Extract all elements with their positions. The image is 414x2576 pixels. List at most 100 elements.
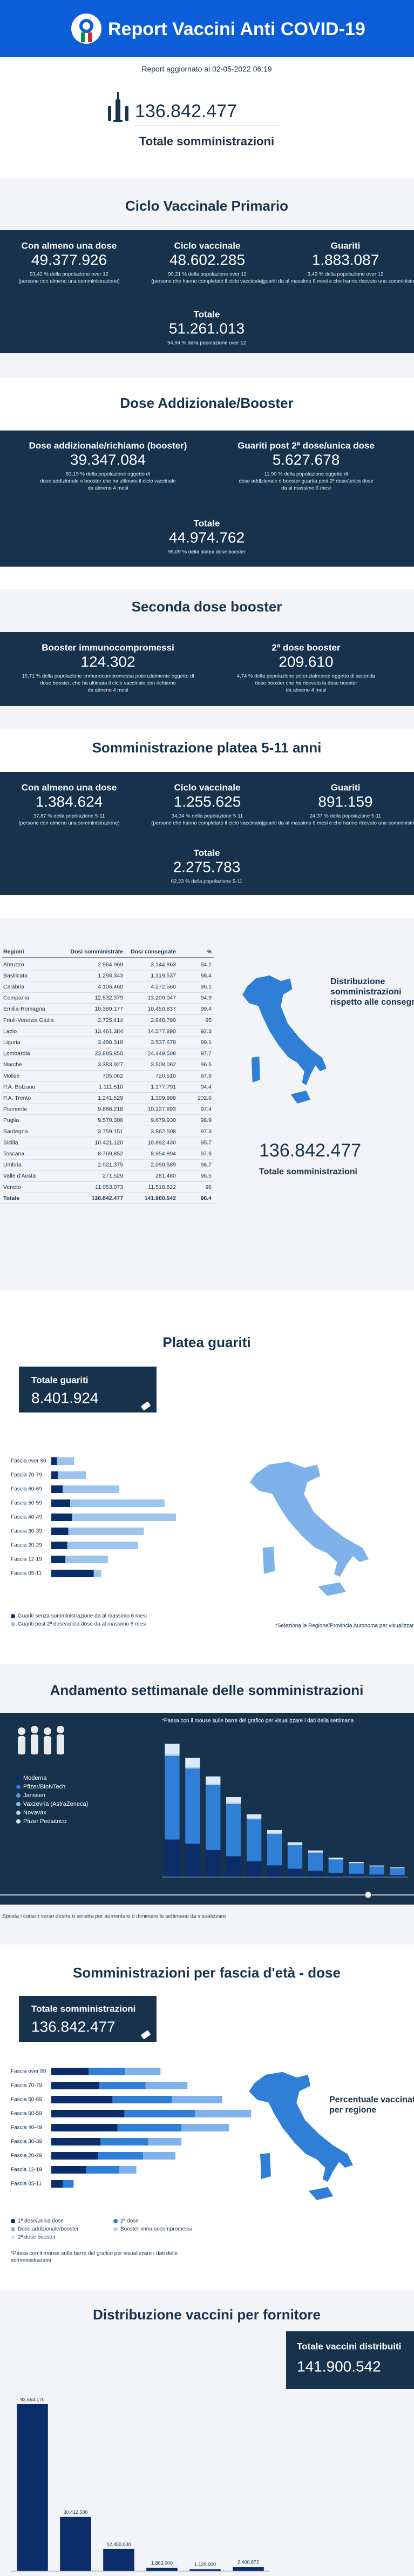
bar-segment[interactable] bbox=[165, 1744, 180, 1754]
bar-segment[interactable] bbox=[98, 2152, 144, 2160]
bar-segment[interactable] bbox=[172, 2096, 222, 2103]
bar-segment[interactable] bbox=[89, 2068, 126, 2075]
bar-segment[interactable] bbox=[226, 1856, 241, 1877]
bar-segment[interactable] bbox=[100, 2138, 148, 2145]
bar-segment[interactable] bbox=[125, 2068, 160, 2075]
bar-segment[interactable] bbox=[51, 2124, 118, 2131]
bar-segment[interactable] bbox=[206, 1785, 221, 1850]
bar-segment[interactable] bbox=[206, 1776, 221, 1784]
bar-segment[interactable] bbox=[117, 2124, 181, 2131]
bar-segment[interactable] bbox=[185, 1844, 200, 1877]
bar-segment[interactable] bbox=[226, 1802, 241, 1804]
bar-segment[interactable] bbox=[124, 2110, 195, 2117]
bar-segment[interactable] bbox=[328, 1873, 343, 1877]
bar-segment[interactable] bbox=[58, 1471, 86, 1479]
bar-segment[interactable] bbox=[51, 1514, 72, 1521]
bar-segment[interactable] bbox=[206, 1784, 221, 1785]
bar-segment[interactable] bbox=[51, 1485, 63, 1493]
bar-segment[interactable] bbox=[349, 1861, 364, 1863]
bar-segment[interactable] bbox=[112, 2096, 172, 2103]
bar-segment[interactable] bbox=[246, 1818, 262, 1820]
week-slider-handle[interactable] bbox=[364, 1891, 372, 1899]
bar-segment[interactable] bbox=[165, 1756, 180, 1840]
bar-segment[interactable] bbox=[267, 1833, 282, 1834]
bar-segment[interactable] bbox=[57, 1457, 74, 1465]
bar-segment[interactable] bbox=[349, 1863, 364, 1874]
bar-segment[interactable] bbox=[328, 1858, 343, 1859]
bar[interactable] bbox=[17, 2404, 48, 2571]
bar[interactable] bbox=[146, 2567, 178, 2571]
bar-segment[interactable] bbox=[185, 1758, 200, 1767]
bar-segment[interactable] bbox=[267, 1834, 282, 1866]
bar-segment[interactable] bbox=[99, 2082, 146, 2089]
bar-segment[interactable] bbox=[51, 1542, 67, 1549]
bar[interactable] bbox=[103, 2548, 134, 2571]
bar-segment[interactable] bbox=[390, 1875, 405, 1877]
bar-segment[interactable] bbox=[67, 1542, 138, 1549]
bar-segment[interactable] bbox=[65, 1556, 108, 1563]
bar-segment[interactable] bbox=[51, 2096, 113, 2103]
bar-segment[interactable] bbox=[86, 2166, 119, 2174]
bar-segment[interactable] bbox=[160, 2068, 162, 2075]
bar-segment[interactable] bbox=[51, 1471, 58, 1479]
bar-segment[interactable] bbox=[206, 1849, 221, 1877]
bar[interactable] bbox=[233, 2567, 264, 2571]
italy-map[interactable] bbox=[249, 1461, 370, 1597]
bar-segment[interactable] bbox=[51, 2068, 89, 2075]
bar-segment[interactable] bbox=[369, 1865, 384, 1867]
bar-segment[interactable] bbox=[308, 1871, 323, 1877]
bar-segment[interactable] bbox=[267, 1865, 282, 1877]
bar-segment[interactable] bbox=[93, 1570, 101, 1577]
bar-segment[interactable] bbox=[369, 1874, 384, 1877]
bar-segment[interactable] bbox=[185, 1767, 200, 1768]
bar-segment[interactable] bbox=[267, 1830, 282, 1834]
bar-segment[interactable] bbox=[148, 2138, 181, 2145]
bar-segment[interactable] bbox=[287, 1868, 303, 1877]
bar-segment[interactable] bbox=[51, 1556, 66, 1563]
bar-segment[interactable] bbox=[328, 1859, 343, 1873]
bar-segment[interactable] bbox=[369, 1866, 384, 1875]
bar-segment[interactable] bbox=[51, 2152, 98, 2160]
reset-icon[interactable] bbox=[141, 1401, 151, 1410]
bar-segment[interactable] bbox=[226, 1797, 241, 1803]
bar-segment[interactable] bbox=[195, 2110, 252, 2117]
bar-segment[interactable] bbox=[51, 2110, 125, 2117]
bar-segment[interactable] bbox=[246, 1819, 262, 1861]
bar-segment[interactable] bbox=[165, 1839, 180, 1877]
bar-segment[interactable] bbox=[390, 1867, 405, 1868]
bar-segment[interactable] bbox=[63, 2180, 74, 2188]
bar-segment[interactable] bbox=[185, 1768, 200, 1844]
bar-segment[interactable] bbox=[51, 2138, 101, 2145]
bar-segment[interactable] bbox=[390, 1868, 405, 1875]
bar-segment[interactable] bbox=[51, 2166, 86, 2174]
bar-segment[interactable] bbox=[72, 1514, 177, 1521]
bar-segment[interactable] bbox=[246, 1814, 262, 1819]
bar-segment[interactable] bbox=[51, 1528, 69, 1535]
bar-segment[interactable] bbox=[119, 2166, 137, 2174]
bar-segment[interactable] bbox=[287, 1842, 303, 1845]
bar-segment[interactable] bbox=[145, 2082, 187, 2089]
reset-icon[interactable] bbox=[141, 2030, 151, 2039]
bar-segment[interactable] bbox=[70, 1499, 165, 1507]
bar-segment[interactable] bbox=[287, 1845, 303, 1869]
bar-segment[interactable] bbox=[308, 1853, 323, 1871]
bar-segment[interactable] bbox=[246, 1861, 262, 1877]
italy-map[interactable] bbox=[248, 2071, 354, 2201]
bar-segment[interactable] bbox=[51, 1499, 70, 1507]
bar-segment[interactable] bbox=[308, 1852, 323, 1853]
bar-segment[interactable] bbox=[51, 2180, 63, 2188]
bar-segment[interactable] bbox=[226, 1804, 241, 1857]
bar-segment[interactable] bbox=[51, 2082, 99, 2089]
bar-segment[interactable] bbox=[308, 1850, 323, 1853]
bar-segment[interactable] bbox=[349, 1873, 364, 1877]
bar-segment[interactable] bbox=[63, 1485, 119, 1493]
bar-segment[interactable] bbox=[165, 1754, 180, 1756]
bar-segment[interactable] bbox=[68, 1528, 144, 1535]
bar-segment[interactable] bbox=[51, 1457, 57, 1465]
bar-segment[interactable] bbox=[181, 2124, 229, 2131]
bar[interactable] bbox=[60, 2517, 91, 2571]
bar-segment[interactable] bbox=[143, 2152, 175, 2160]
bar-segment[interactable] bbox=[51, 1570, 94, 1577]
bar-segment[interactable] bbox=[328, 1859, 343, 1860]
bar[interactable] bbox=[189, 2569, 221, 2571]
